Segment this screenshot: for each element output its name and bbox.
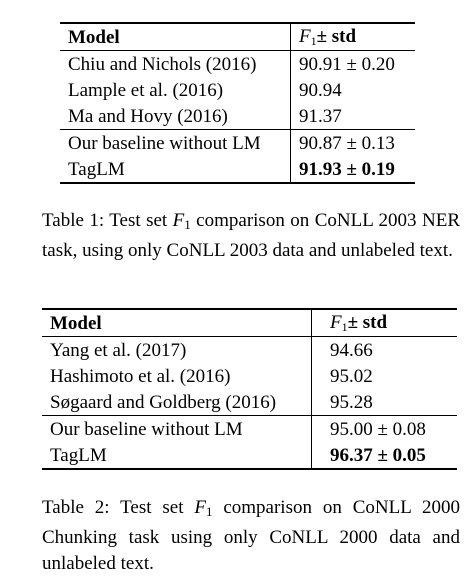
- f1-std-label: ± std: [316, 26, 357, 47]
- score-cell-best: 91.93 ± 0.19: [290, 156, 415, 184]
- table-1-header-f1: F1± std: [290, 22, 415, 51]
- caption-text: comparison on CoNLL 2003 NER task, using…: [42, 210, 460, 261]
- score-cell: 94.66: [330, 339, 373, 361]
- model-cell: TagLM: [42, 442, 312, 470]
- model-cell: Chiu and Nichols (2016): [60, 50, 291, 77]
- table-row: Lample et al. (2016) 90.94: [60, 77, 415, 103]
- caption-text: comparison on CoNLL 2000 Chunking task u…: [42, 497, 460, 574]
- table-2-header-model: Model: [42, 308, 312, 337]
- f1-subscript: 1: [341, 320, 348, 334]
- model-cell: TagLM: [60, 156, 291, 184]
- model-cell: Our baseline without LM: [60, 129, 291, 156]
- table-row: Hashimoto et al. (2016) 95.02: [42, 363, 457, 389]
- caption-f1-symbol: F: [194, 497, 206, 518]
- model-cell: Our baseline without LM: [42, 415, 312, 442]
- model-cell: Ma and Hovy (2016): [60, 103, 291, 130]
- f1-std-label: ± std: [347, 312, 388, 333]
- table-1: Model F1± std Chiu and Nichols (2016) 90…: [60, 22, 415, 184]
- score-cell: 90.94: [299, 79, 342, 101]
- table-row: Our baseline without LM 95.00 ± 0.08: [42, 415, 457, 442]
- score-cell: 90.87 ± 0.13: [299, 132, 395, 154]
- model-cell: Søgaard and Goldberg (2016): [42, 389, 312, 416]
- table-2-header-row: Model F1± std: [42, 308, 457, 337]
- table-1-header-row: Model F1± std: [60, 22, 415, 51]
- model-cell: Hashimoto et al. (2016): [42, 363, 312, 389]
- score-cell: 95.02: [330, 365, 373, 387]
- caption-text: Table 1: Test set: [42, 210, 173, 231]
- f1-symbol: F: [330, 312, 342, 333]
- model-cell: Yang et al. (2017): [42, 336, 312, 363]
- table-row: Ma and Hovy (2016) 91.37: [60, 103, 415, 130]
- caption-f1-subscript: 1: [205, 504, 213, 519]
- model-cell: Lample et al. (2016): [60, 77, 291, 103]
- score-cell-best: 96.37 ± 0.05: [311, 442, 457, 470]
- f1-subscript: 1: [310, 34, 317, 48]
- caption-text: Table 2: Test set: [42, 497, 195, 518]
- score-cell: 90.91 ± 0.20: [299, 53, 395, 75]
- table-2-header-f1: F1± std: [311, 308, 457, 337]
- table-row: Yang et al. (2017) 94.66: [42, 336, 457, 363]
- table-row: Chiu and Nichols (2016) 90.91 ± 0.20: [60, 50, 415, 77]
- table-row: Our baseline without LM 90.87 ± 0.13: [60, 129, 415, 156]
- table-1-caption: Table 1: Test set F1 comparison on CoNLL…: [42, 208, 460, 264]
- table-row: Søgaard and Goldberg (2016) 95.28: [42, 389, 457, 416]
- table-2-caption: Table 2: Test set F1 comparison on CoNLL…: [42, 495, 460, 577]
- score-cell: 95.00 ± 0.08: [330, 418, 426, 440]
- table-1-header-model: Model: [60, 22, 291, 51]
- caption-f1-symbol: F: [172, 210, 185, 231]
- score-cell: 91.37: [290, 103, 415, 130]
- caption-f1-subscript: 1: [184, 217, 191, 232]
- score-cell: 95.28: [311, 389, 457, 416]
- table-2: Model F1± std Yang et al. (2017) 94.66 H…: [42, 308, 457, 470]
- f1-symbol: F: [299, 26, 311, 47]
- table-row: TagLM 91.93 ± 0.19: [60, 156, 415, 184]
- table-row: TagLM 96.37 ± 0.05: [42, 442, 457, 470]
